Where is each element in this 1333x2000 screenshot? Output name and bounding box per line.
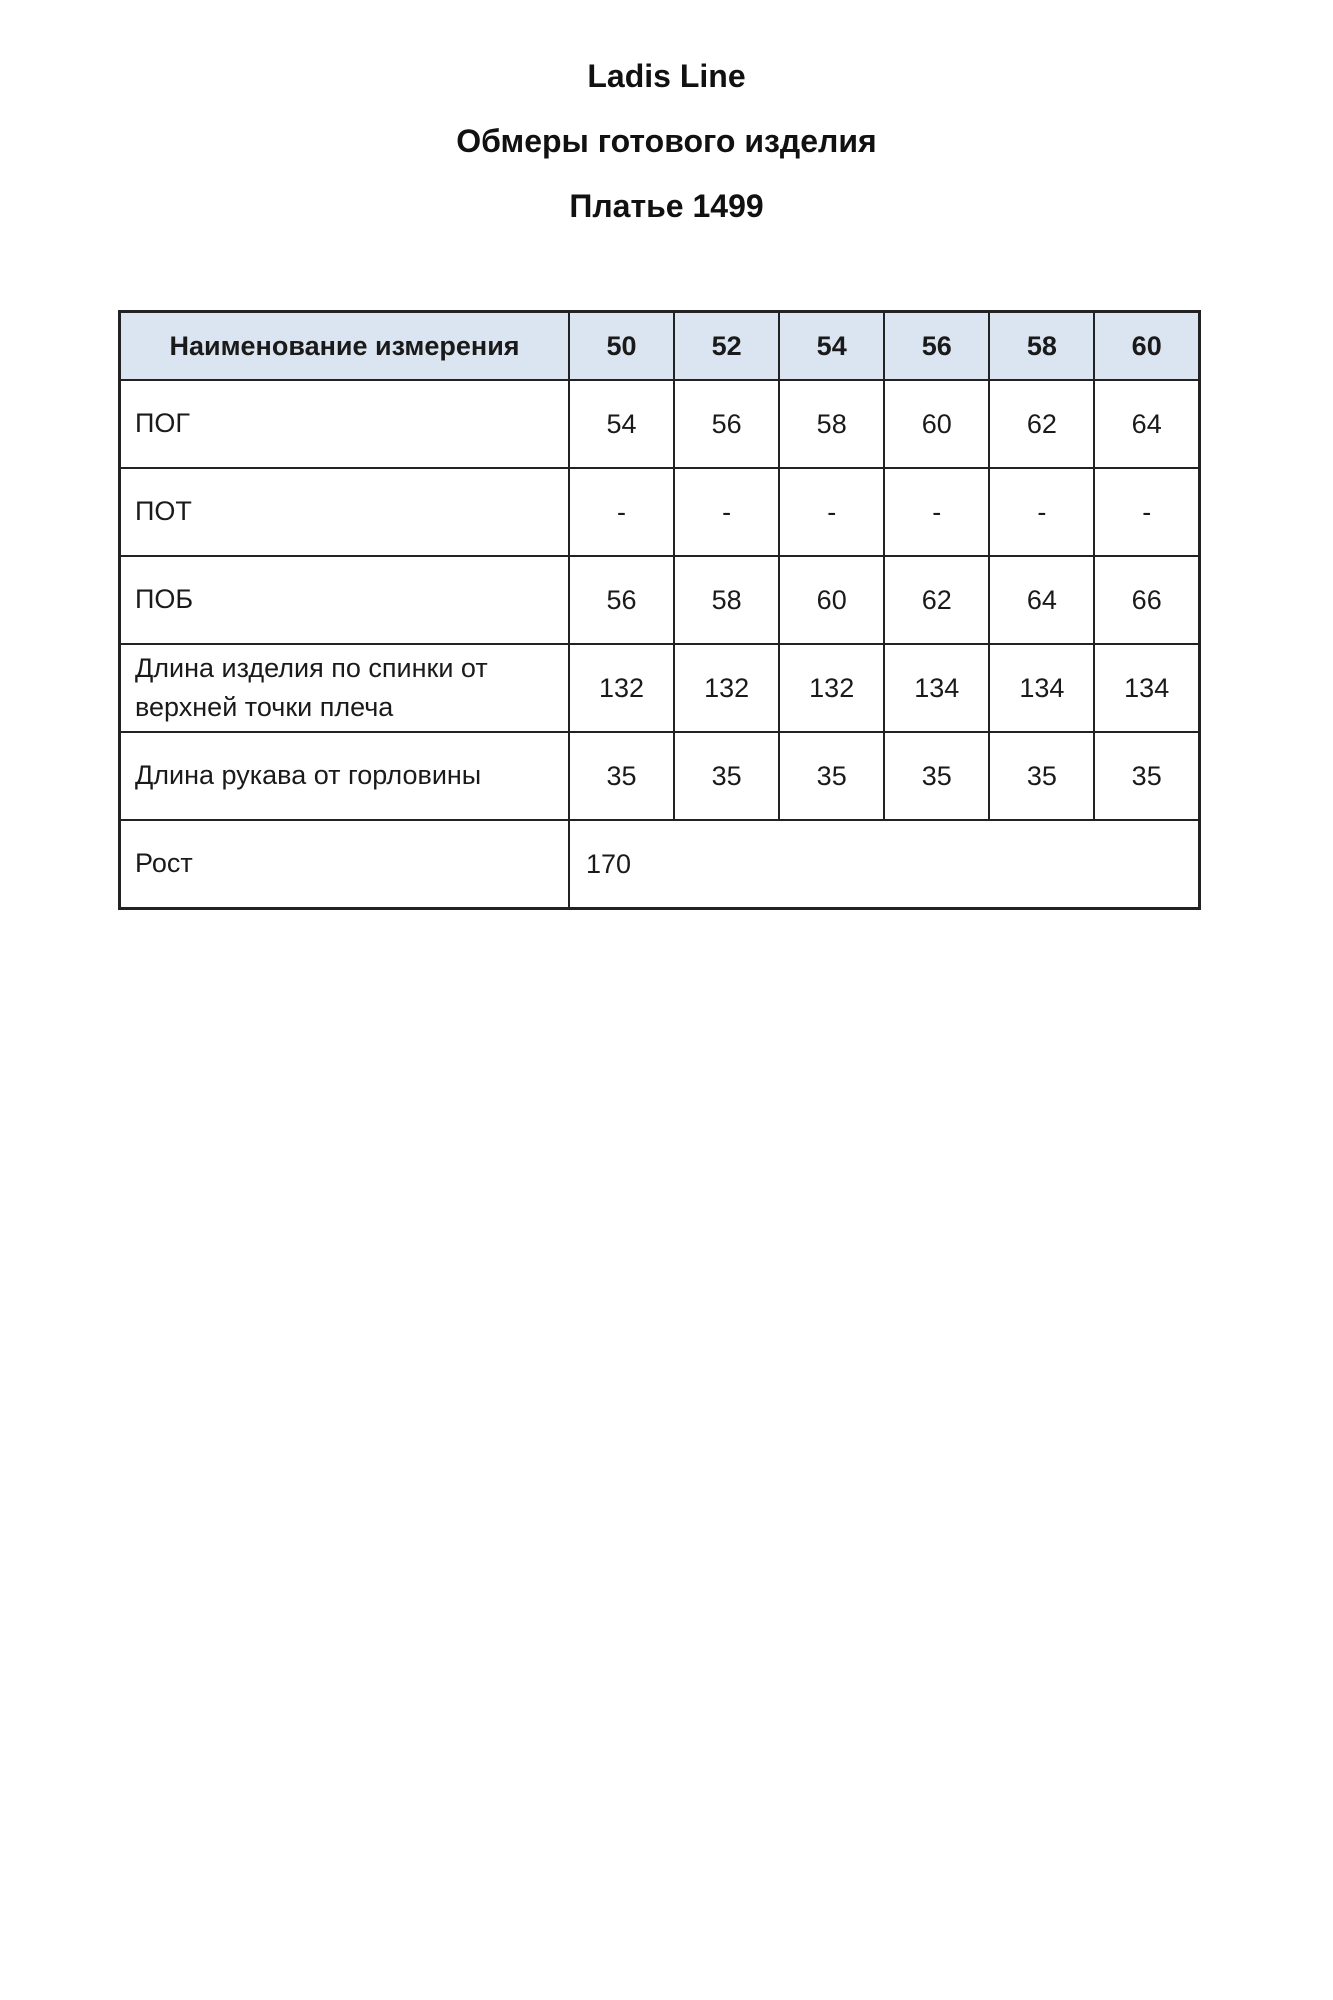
value-cell: 132	[673, 643, 781, 733]
value-cell: 58	[778, 379, 886, 469]
value-cell: -	[673, 467, 781, 557]
row-label: ПОБ	[118, 555, 570, 645]
value-cell: 35	[567, 731, 676, 821]
value-cell: 60	[778, 555, 886, 645]
value-cell: 132	[567, 643, 676, 733]
header-cell-size: 54	[778, 310, 886, 381]
value-cell: 54	[567, 379, 676, 469]
value-cell: -	[988, 467, 1096, 557]
value-cell: 64	[988, 555, 1096, 645]
value-cell: 35	[778, 731, 886, 821]
value-cell: 58	[673, 555, 781, 645]
value-cell: 56	[567, 555, 676, 645]
header-cell-measurement-name: Наименование измерения	[118, 310, 570, 381]
brand-title: Ladis Line	[587, 58, 746, 94]
row-label: ПОГ	[118, 379, 570, 469]
measurements-table: Наименование измерения 50 52 54 56 58 60 ПОГ 54…	[118, 310, 1201, 910]
table-row: ПОТ - - - - - -	[118, 467, 1201, 557]
value-cell: 134	[883, 643, 991, 733]
table-row: Рост 170	[118, 819, 1201, 910]
header-cell-size: 60	[1093, 310, 1201, 381]
row-label: Рост	[118, 819, 570, 910]
table-body: ПОГ 54 56 58 60 62 64 ПОТ - - - - - - ПОБ 56 58 60 62 64 66 Д…	[118, 379, 1201, 910]
table-row: Длина изделия по спинки от верхней точки…	[118, 643, 1201, 733]
table-row: ПОБ 56 58 60 62 64 66	[118, 555, 1201, 645]
row-label: ПОТ	[118, 467, 570, 557]
value-cell: 62	[883, 555, 991, 645]
row-label: Длина рукава от горловины	[118, 731, 570, 821]
value-cell: 134	[1093, 643, 1201, 733]
value-cell: -	[567, 467, 676, 557]
header-cell-size: 52	[673, 310, 781, 381]
value-cell: -	[883, 467, 991, 557]
product-title: Платье 1499	[569, 188, 764, 224]
value-cell: 60	[883, 379, 991, 469]
value-cell: 62	[988, 379, 1096, 469]
value-cell: 56	[673, 379, 781, 469]
value-cell: 170	[568, 819, 1201, 910]
value-cell: 134	[988, 643, 1096, 733]
header-cell-size: 58	[988, 310, 1096, 381]
document-subtitle: Обмеры готового изделия	[456, 123, 877, 159]
value-cell: 35	[988, 731, 1096, 821]
value-cell: 64	[1093, 379, 1201, 469]
value-cell: 35	[883, 731, 991, 821]
document-page: Ladis Line Обмеры готового изделия Плать…	[0, 0, 1333, 910]
value-cell: -	[1093, 467, 1201, 557]
value-cell: 66	[1093, 555, 1201, 645]
row-label: Длина изделия по спинки от верхней точки…	[118, 643, 570, 733]
table-header-row: Наименование измерения 50 52 54 56 58 60	[118, 310, 1201, 381]
value-cell: 35	[673, 731, 781, 821]
table-row: Длина рукава от горловины 35 35 35 35 35 35	[118, 731, 1201, 821]
header-cell-size: 56	[883, 310, 991, 381]
table-row: ПОГ 54 56 58 60 62 64	[118, 379, 1201, 469]
value-cell: 35	[1093, 731, 1201, 821]
value-cell: 132	[778, 643, 886, 733]
value-cell: -	[778, 467, 886, 557]
header-cell-size: 50	[567, 310, 676, 381]
table-head: Наименование измерения 50 52 54 56 58 60	[118, 310, 1201, 381]
